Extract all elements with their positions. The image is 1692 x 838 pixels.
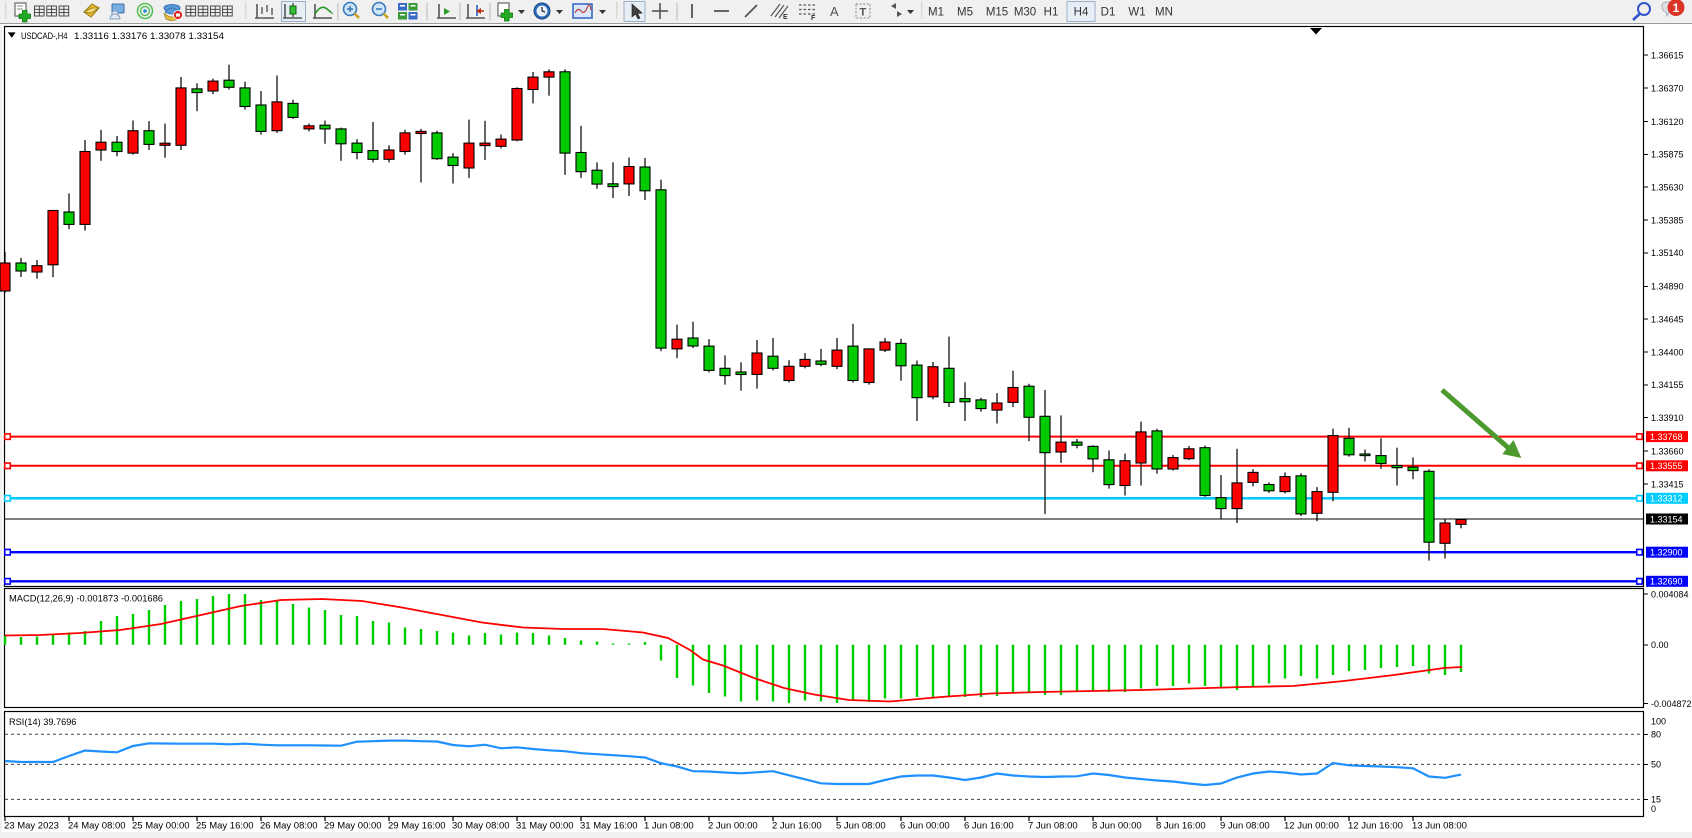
svg-text:0.00: 0.00 — [1651, 640, 1669, 650]
svg-text:31 May 16:00: 31 May 16:00 — [580, 821, 638, 832]
svg-text:1.34400: 1.34400 — [1651, 347, 1684, 357]
svg-text:1.33555: 1.33555 — [1650, 461, 1683, 471]
svg-text:1.34645: 1.34645 — [1651, 315, 1684, 325]
svg-text:8 Jun 00:00: 8 Jun 00:00 — [1092, 821, 1142, 832]
svg-text:H1: H1 — [1044, 7, 1059, 19]
svg-text:T: T — [860, 7, 867, 19]
svg-text:9 Jun 08:00: 9 Jun 08:00 — [1220, 821, 1270, 832]
svg-text:1.35630: 1.35630 — [1651, 183, 1684, 193]
svg-text:30 May 08:00: 30 May 08:00 — [452, 821, 510, 832]
svg-text:1.35140: 1.35140 — [1651, 248, 1684, 258]
svg-text:1.36120: 1.36120 — [1651, 117, 1684, 127]
svg-text:M1: M1 — [928, 7, 944, 19]
svg-text:1.33116 1.33176 1.33078 1.3315: 1.33116 1.33176 1.33078 1.33154 — [74, 31, 224, 41]
svg-text:6 Jun 00:00: 6 Jun 00:00 — [900, 821, 950, 832]
svg-text:15: 15 — [1651, 795, 1661, 805]
svg-text:1.34890: 1.34890 — [1651, 282, 1684, 292]
svg-text:2 Jun 00:00: 2 Jun 00:00 — [708, 821, 758, 832]
svg-text:1: 1 — [1673, 1, 1680, 15]
svg-text:RSI(14) 39.7696: RSI(14) 39.7696 — [9, 717, 76, 727]
svg-text:12 Jun 16:00: 12 Jun 16:00 — [1348, 821, 1403, 832]
svg-text:-0.004872: -0.004872 — [1651, 699, 1692, 709]
svg-text:1 Jun 08:00: 1 Jun 08:00 — [644, 821, 694, 832]
svg-text:MACD(12,26,9) -0.001873 -0.001: MACD(12,26,9) -0.001873 -0.001686 — [9, 594, 163, 604]
svg-text:1.35385: 1.35385 — [1651, 215, 1684, 225]
svg-text:D1: D1 — [1101, 7, 1116, 19]
svg-text:MN: MN — [1155, 7, 1173, 19]
svg-text:A: A — [830, 4, 839, 19]
svg-text:13 Jun 08:00: 13 Jun 08:00 — [1412, 821, 1467, 832]
svg-text:M30: M30 — [1014, 7, 1036, 19]
svg-text:M5: M5 — [957, 7, 973, 19]
svg-text:100: 100 — [1651, 716, 1666, 726]
svg-text:80: 80 — [1651, 730, 1661, 740]
svg-text:31 May 00:00: 31 May 00:00 — [516, 821, 574, 832]
svg-text:E: E — [783, 14, 788, 21]
svg-text:8 Jun 16:00: 8 Jun 16:00 — [1156, 821, 1206, 832]
svg-text:50: 50 — [1651, 760, 1661, 770]
svg-text:6 Jun 16:00: 6 Jun 16:00 — [964, 821, 1014, 832]
svg-text:0.004084: 0.004084 — [1651, 589, 1689, 599]
svg-text:12 Jun 00:00: 12 Jun 00:00 — [1284, 821, 1339, 832]
svg-text:1.33415: 1.33415 — [1651, 479, 1684, 489]
svg-text:USDCAD-,H4: USDCAD-,H4 — [21, 31, 68, 41]
svg-text:1.35875: 1.35875 — [1651, 150, 1684, 160]
svg-text:1.33910: 1.33910 — [1651, 413, 1684, 423]
svg-text:1.33768: 1.33768 — [1650, 432, 1683, 442]
svg-text:1.33154: 1.33154 — [1650, 514, 1683, 524]
svg-text:W1: W1 — [1128, 7, 1145, 19]
svg-text:1.36615: 1.36615 — [1651, 51, 1684, 61]
svg-text:F: F — [811, 15, 816, 22]
svg-text:1.32690: 1.32690 — [1650, 577, 1683, 587]
svg-text:23 May 2023: 23 May 2023 — [4, 821, 59, 832]
svg-text:7 Jun 08:00: 7 Jun 08:00 — [1028, 821, 1078, 832]
svg-text:5 Jun 08:00: 5 Jun 08:00 — [836, 821, 886, 832]
svg-text:M15: M15 — [986, 7, 1008, 19]
svg-text:H4: H4 — [1074, 7, 1089, 19]
svg-text:1.33660: 1.33660 — [1651, 447, 1684, 457]
svg-text:1.33312: 1.33312 — [1650, 494, 1683, 504]
svg-text:29 May 16:00: 29 May 16:00 — [388, 821, 446, 832]
svg-text:1.32900: 1.32900 — [1650, 548, 1683, 558]
svg-text:24 May 08:00: 24 May 08:00 — [68, 821, 126, 832]
svg-text:25 May 16:00: 25 May 16:00 — [196, 821, 254, 832]
svg-text:1.36370: 1.36370 — [1651, 83, 1684, 93]
svg-text:26 May 08:00: 26 May 08:00 — [260, 821, 318, 832]
svg-text:0: 0 — [1651, 804, 1656, 814]
svg-text:25 May 00:00: 25 May 00:00 — [132, 821, 190, 832]
svg-text:1.34155: 1.34155 — [1651, 380, 1684, 390]
svg-text:2 Jun 16:00: 2 Jun 16:00 — [772, 821, 822, 832]
svg-text:29 May 00:00: 29 May 00:00 — [324, 821, 382, 832]
